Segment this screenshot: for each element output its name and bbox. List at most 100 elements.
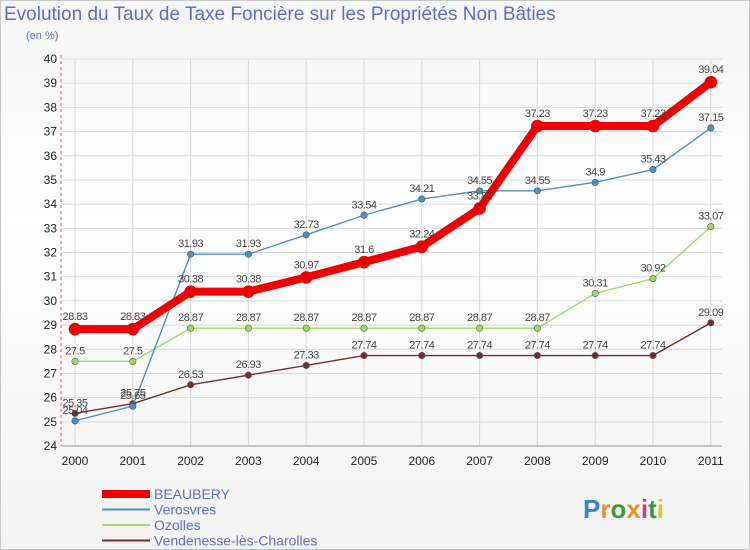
data-point bbox=[418, 352, 426, 360]
data-point bbox=[71, 417, 79, 425]
data-label: 34.9 bbox=[585, 166, 605, 178]
data-label: 28.87 bbox=[467, 312, 492, 324]
x-tick-label: 2009 bbox=[582, 454, 609, 468]
x-tick-label: 2004 bbox=[293, 454, 320, 468]
data-label: 26.93 bbox=[236, 359, 261, 371]
legend: BEAUBERYVerosvresOzollesVendenesse-lès-C… bbox=[102, 486, 317, 549]
data-label: 25.65 bbox=[120, 390, 145, 402]
x-tick-label: 2005 bbox=[351, 454, 378, 468]
legend-label: Verosvres bbox=[154, 502, 216, 518]
data-point bbox=[707, 223, 715, 231]
legend-label: Vendenesse-lès-Charolles bbox=[154, 533, 317, 549]
data-point bbox=[707, 319, 715, 327]
proxiti-logo: Proxiti bbox=[583, 494, 664, 524]
data-point bbox=[68, 322, 82, 336]
data-label: 34.21 bbox=[409, 183, 434, 195]
data-label: 28.87 bbox=[351, 312, 376, 324]
data-label: 31.93 bbox=[178, 238, 203, 250]
y-tick-label: 35 bbox=[44, 173, 58, 187]
data-label: 28.83 bbox=[120, 311, 145, 323]
y-tick-label: 34 bbox=[44, 197, 58, 211]
series-line-2 bbox=[74, 225, 712, 363]
series-line-1 bbox=[74, 322, 712, 415]
x-tick-label: 2006 bbox=[408, 454, 435, 468]
data-label: 33.07 bbox=[698, 211, 723, 223]
data-point bbox=[360, 211, 368, 219]
x-tick-label: 2010 bbox=[640, 454, 667, 468]
data-point bbox=[71, 409, 79, 417]
data-label: 27.74 bbox=[525, 340, 550, 352]
data-point bbox=[531, 119, 544, 133]
data-label: 27.74 bbox=[351, 340, 376, 352]
data-label: 27.33 bbox=[294, 349, 319, 361]
x-tick-label: 2003 bbox=[235, 454, 262, 468]
y-tick-label: 40 bbox=[44, 52, 58, 66]
data-point bbox=[533, 352, 541, 360]
logo-letter: i bbox=[641, 494, 648, 524]
data-point bbox=[126, 322, 140, 336]
data-label: 32.73 bbox=[294, 219, 319, 231]
data-point bbox=[302, 361, 310, 369]
data-point bbox=[473, 202, 486, 215]
y-tick-label: 38 bbox=[44, 100, 58, 114]
logo-letter: o bbox=[610, 494, 626, 524]
data-label: 30.38 bbox=[178, 274, 203, 286]
data-label: 27.5 bbox=[123, 345, 143, 357]
y-tick-label: 28 bbox=[44, 342, 58, 356]
x-tick-label: 2000 bbox=[62, 454, 89, 468]
y-tick-label: 29 bbox=[44, 318, 58, 332]
data-label: 28.87 bbox=[525, 312, 550, 324]
data-point bbox=[533, 324, 541, 332]
data-label: 26.53 bbox=[178, 369, 203, 381]
y-tick-label: 39 bbox=[44, 76, 58, 90]
data-point bbox=[242, 285, 255, 298]
data-label: 39.04 bbox=[698, 64, 723, 76]
data-point bbox=[357, 255, 371, 269]
data-label: 28.87 bbox=[409, 312, 434, 324]
data-point bbox=[302, 324, 310, 332]
data-label: 31.6 bbox=[354, 244, 374, 256]
data-label: 29.09 bbox=[698, 307, 723, 319]
data-point bbox=[649, 275, 657, 283]
data-point bbox=[646, 119, 660, 133]
data-point bbox=[360, 352, 368, 360]
series-line-3 bbox=[74, 127, 712, 422]
data-label: 31.93 bbox=[236, 238, 261, 250]
data-label: 33.54 bbox=[351, 199, 376, 211]
data-label: 28.87 bbox=[178, 312, 203, 324]
x-tick-label: 2007 bbox=[466, 454, 493, 468]
data-point bbox=[244, 250, 252, 258]
data-label: 27.74 bbox=[583, 340, 608, 352]
data-point bbox=[187, 250, 195, 258]
data-point bbox=[302, 231, 310, 239]
data-point bbox=[244, 324, 252, 332]
data-point bbox=[591, 178, 599, 186]
logo-letter: t bbox=[648, 494, 657, 524]
data-point bbox=[418, 195, 426, 203]
data-point bbox=[476, 187, 484, 195]
logo-letter: x bbox=[626, 494, 641, 524]
data-label: 25.35 bbox=[62, 397, 87, 409]
data-label: 37.23 bbox=[640, 108, 665, 120]
logo-letter: P bbox=[583, 494, 600, 524]
data-label: 27.5 bbox=[65, 345, 85, 357]
data-label: 37.15 bbox=[698, 112, 723, 124]
logo-letter: r bbox=[600, 494, 610, 524]
data-label: 28.87 bbox=[236, 312, 261, 324]
data-label: 27.74 bbox=[409, 340, 434, 352]
legend-label: Ozolles bbox=[154, 517, 201, 533]
data-label: 35.43 bbox=[640, 154, 665, 166]
y-tick-label: 30 bbox=[44, 294, 58, 308]
data-point bbox=[476, 324, 484, 332]
x-tick-label: 2001 bbox=[119, 454, 146, 468]
data-point bbox=[591, 352, 599, 360]
x-tick-label: 2002 bbox=[177, 454, 204, 468]
data-point bbox=[71, 357, 79, 365]
data-point bbox=[360, 324, 368, 332]
data-point bbox=[187, 324, 195, 332]
data-labels: 25.35 25.75 26.53 26.93 27.33 27.74 27.74 27.74… bbox=[62, 64, 724, 417]
y-tick-label: 27 bbox=[44, 366, 58, 380]
y-tick-label: 32 bbox=[44, 246, 58, 260]
data-label: 34.55 bbox=[467, 175, 492, 187]
